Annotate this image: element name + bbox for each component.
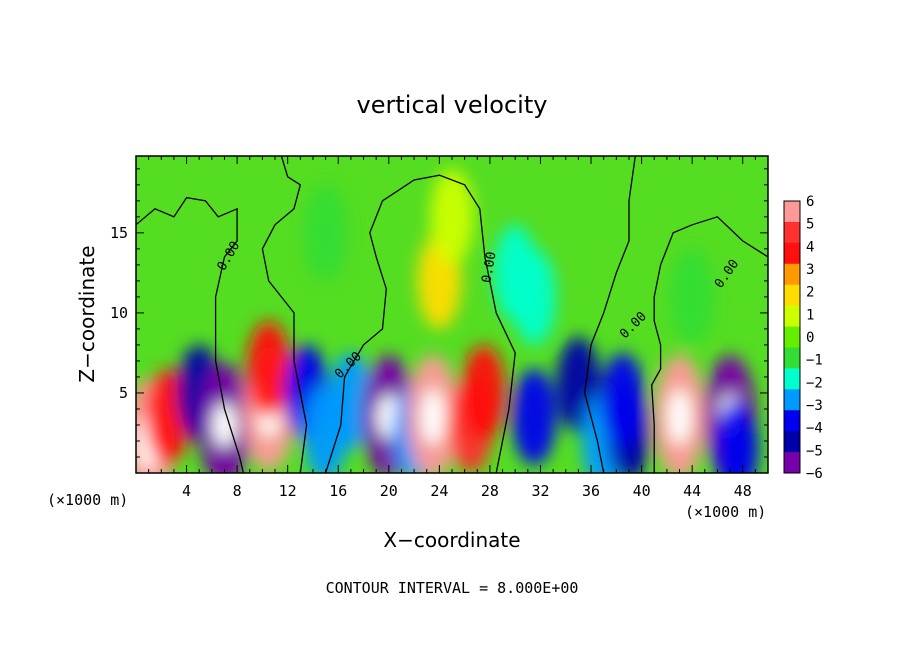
x-tick-label-20: 20 bbox=[380, 482, 398, 500]
colorbar-label-1: 5 bbox=[806, 217, 814, 233]
colorbar-label-3: 3 bbox=[806, 262, 814, 278]
x-tick-label-4: 4 bbox=[182, 482, 191, 500]
x-tick-label-32: 32 bbox=[531, 482, 549, 500]
x-tick-label-28: 28 bbox=[481, 482, 499, 500]
colorbar-swatch-8 bbox=[784, 368, 800, 390]
x-axis-label: X−coordinate bbox=[383, 528, 520, 552]
x-tick-label-16: 16 bbox=[329, 482, 347, 500]
x-tick-label-48: 48 bbox=[734, 482, 752, 500]
colorbar-swatch-11 bbox=[784, 431, 800, 453]
field-cell-24 bbox=[512, 248, 557, 345]
y-tick-label-5: 5 bbox=[119, 384, 128, 402]
colorbar-label-12: −6 bbox=[806, 466, 823, 482]
colorbar-label-8: −2 bbox=[806, 375, 823, 391]
field-cell-27 bbox=[670, 248, 715, 345]
y-tick-label-15: 15 bbox=[110, 224, 128, 242]
x-tick-label-44: 44 bbox=[683, 482, 701, 500]
x-tick-label-40: 40 bbox=[633, 482, 651, 500]
contour-interval-footer: CONTOUR INTERVAL = 8.000E+00 bbox=[326, 579, 579, 597]
contour-lines bbox=[136, 156, 768, 473]
colorbar-swatch-10 bbox=[784, 410, 800, 432]
field-cell-21 bbox=[714, 400, 759, 473]
x-tick-label-36: 36 bbox=[582, 482, 600, 500]
colorbar-swatch-9 bbox=[784, 389, 800, 411]
x-unit-right: (×1000 m) bbox=[685, 503, 766, 521]
colorbar-swatch-1 bbox=[784, 221, 800, 244]
field-cell-14 bbox=[512, 368, 557, 465]
colorbar-label-2: 4 bbox=[806, 239, 814, 255]
x-tick-label-8: 8 bbox=[233, 482, 242, 500]
colorbar-swatch-0 bbox=[784, 201, 800, 223]
field-cell-8 bbox=[328, 352, 373, 449]
colorbar-label-9: −3 bbox=[806, 398, 823, 414]
y-axis-label: Z−coordinate bbox=[75, 245, 99, 382]
contour-line-1 bbox=[261, 156, 308, 473]
colorbar-swatch-6 bbox=[784, 326, 800, 348]
colorbar-label-7: −1 bbox=[806, 353, 823, 369]
contour-label-2: 0.00 bbox=[479, 251, 499, 284]
colorbar-swatch-3 bbox=[784, 263, 800, 286]
field-core-19 bbox=[667, 388, 692, 445]
plot-area bbox=[136, 156, 768, 473]
colorbar-label-0: 6 bbox=[806, 194, 814, 210]
y-tick-label-10: 10 bbox=[110, 304, 128, 322]
y-axis-ticks: 5 10 15 bbox=[110, 168, 768, 458]
colorbar-label-4: 2 bbox=[806, 285, 814, 301]
field-cell-5 bbox=[246, 320, 291, 417]
colorbar-label-5: 1 bbox=[806, 307, 814, 323]
field-cell-13 bbox=[461, 344, 506, 441]
contour-line-2 bbox=[324, 174, 516, 473]
contour-line-4 bbox=[651, 216, 768, 473]
field-core-3 bbox=[212, 402, 237, 447]
x-tick-label-12: 12 bbox=[279, 482, 297, 500]
colorbar-label-11: −5 bbox=[806, 443, 823, 459]
field-core-11 bbox=[421, 388, 446, 445]
colorbar-swatch-4 bbox=[784, 284, 800, 307]
colorbar-frame bbox=[783, 200, 801, 474]
colorbar-swatch-5 bbox=[784, 305, 800, 328]
x-tick-label-24: 24 bbox=[430, 482, 448, 500]
contour-line-3 bbox=[584, 156, 636, 473]
colorbar-label-10: −4 bbox=[806, 421, 823, 437]
field-cell-18 bbox=[600, 352, 645, 449]
x-axis-ticks: 4 8 12 16 20 24 28 32 36 40 44 48 bbox=[148, 156, 756, 500]
colorbar-swatch-12 bbox=[784, 452, 800, 474]
colorbar: 6 5 4 3 2 1 0 −1 −2 −3 −4 −5 −6 bbox=[783, 194, 823, 482]
colorbar-label-6: 0 bbox=[806, 330, 814, 346]
field-cell-26 bbox=[430, 168, 474, 265]
contour-line-0 bbox=[136, 196, 245, 473]
colorbar-swatch-7 bbox=[784, 347, 800, 369]
field-cell-25 bbox=[303, 184, 348, 281]
x-unit-left: (×1000 m) bbox=[47, 491, 128, 509]
chart-title: vertical velocity bbox=[357, 91, 548, 119]
colorbar-swatch-2 bbox=[784, 242, 800, 265]
